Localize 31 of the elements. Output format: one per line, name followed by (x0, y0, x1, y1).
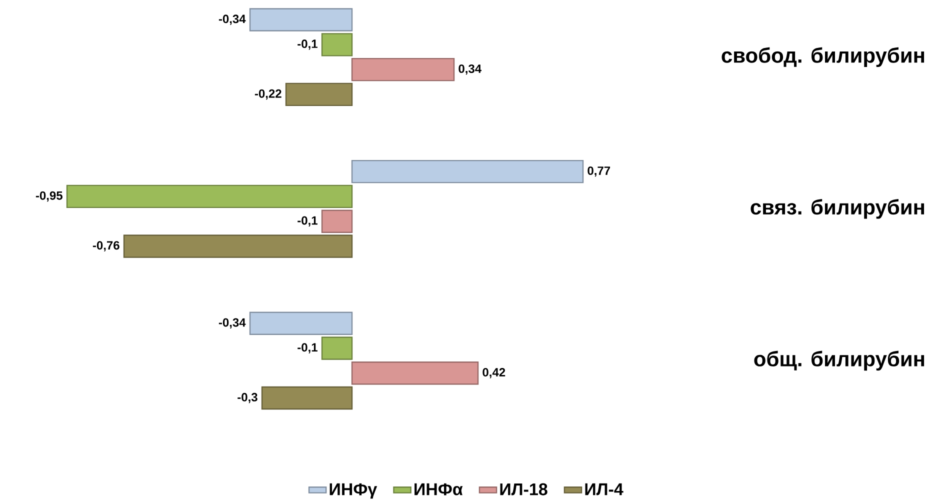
data-label: -0,34 (218, 14, 246, 25)
bar (66, 184, 353, 208)
data-label: 0,42 (482, 368, 506, 378)
y-tick-label: общ. билирубин (754, 350, 924, 371)
bar (123, 234, 353, 258)
data-label: -0,1 (298, 40, 318, 50)
bar (351, 160, 584, 184)
data-label: 0,34 (458, 64, 482, 75)
bar (249, 312, 353, 335)
bar (321, 336, 353, 360)
data-label: -0,3 (238, 392, 258, 404)
bar (321, 210, 353, 233)
data-label: -0,95 (36, 191, 62, 202)
legend-label: ИНФα (414, 483, 463, 496)
bar (351, 58, 455, 82)
y-tick-label: связ. билирубин (750, 199, 924, 219)
bar (351, 362, 479, 385)
bar (285, 82, 353, 106)
legend-label: ИНФγ (330, 483, 378, 499)
bar (261, 386, 353, 410)
data-label: 0,77 (588, 166, 610, 177)
data-label: -0,76 (92, 241, 120, 252)
legend-label: ИЛ-4 (585, 483, 624, 496)
y-tick-label: свобод. билирубин (722, 47, 924, 67)
data-label: -0,1 (298, 343, 318, 354)
data-label: -0,1 (298, 216, 318, 226)
data-label: -0,22 (254, 89, 282, 100)
legend-label: ИЛ-18 (500, 483, 548, 496)
data-label: -0,34 (218, 318, 246, 328)
bar (321, 33, 353, 56)
bar (249, 8, 353, 32)
